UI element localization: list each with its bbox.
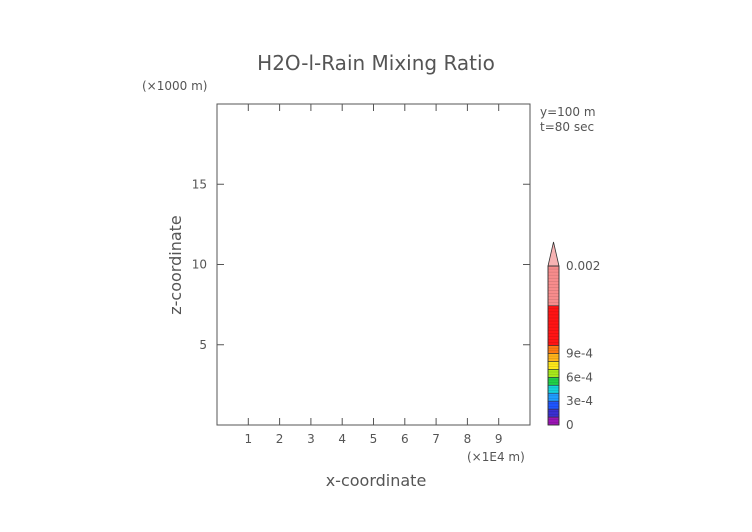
x-axis: 1 2 3 4 5 6 7 8 9 bbox=[244, 104, 503, 446]
x-tick-label: 4 bbox=[338, 432, 346, 446]
y-axis-label: z-coordinate bbox=[166, 215, 185, 315]
colorbar-label: 0.002 bbox=[566, 259, 600, 273]
colorbar-band bbox=[547, 345, 560, 354]
x-tick-label: 9 bbox=[495, 432, 503, 446]
x-tick-label: 6 bbox=[401, 432, 409, 446]
colorbar-overflow-arrow bbox=[547, 241, 560, 267]
colorbar-band bbox=[547, 400, 560, 410]
colorbar-label: 0 bbox=[566, 418, 574, 432]
colorbar-band bbox=[547, 369, 560, 378]
colorbar-frame bbox=[547, 265, 560, 426]
colorbar-label: 6e-4 bbox=[566, 370, 593, 384]
colorbar-band bbox=[547, 392, 560, 402]
colorbar-band bbox=[547, 376, 560, 386]
x-axis-label: x-coordinate bbox=[326, 471, 427, 490]
colorbar-band bbox=[547, 416, 560, 426]
colorbar-label: 9e-4 bbox=[566, 346, 593, 360]
colorbar-band bbox=[547, 384, 560, 394]
x-tick-label: 7 bbox=[432, 432, 440, 446]
colorbar-band bbox=[547, 361, 560, 370]
colorbar-band bbox=[547, 353, 560, 362]
colorbar-band bbox=[547, 408, 560, 418]
colorbar-label: 3e-4 bbox=[566, 394, 593, 408]
y-tick-label: 15 bbox=[192, 177, 207, 191]
y-unit-label: (×1000 m) bbox=[142, 79, 207, 93]
x-unit-label: (×1E4 m) bbox=[467, 450, 525, 464]
x-tick-label: 2 bbox=[276, 432, 284, 446]
annotation-y: y=100 m bbox=[540, 105, 596, 119]
chart-title: H2O-l-Rain Mixing Ratio bbox=[257, 51, 495, 75]
y-axis: 5 10 15 bbox=[192, 177, 530, 352]
annotation-t: t=80 sec bbox=[540, 120, 594, 134]
colorbar: 0 3e-4 6e-4 9e-4 0.002 bbox=[547, 241, 600, 432]
x-tick-label: 5 bbox=[370, 432, 378, 446]
y-tick-label: 5 bbox=[199, 338, 207, 352]
x-tick-label: 8 bbox=[464, 432, 472, 446]
plot-frame bbox=[216, 103, 531, 426]
x-tick-label: 1 bbox=[244, 432, 252, 446]
y-tick-label: 10 bbox=[192, 258, 207, 272]
x-tick-label: 3 bbox=[307, 432, 315, 446]
